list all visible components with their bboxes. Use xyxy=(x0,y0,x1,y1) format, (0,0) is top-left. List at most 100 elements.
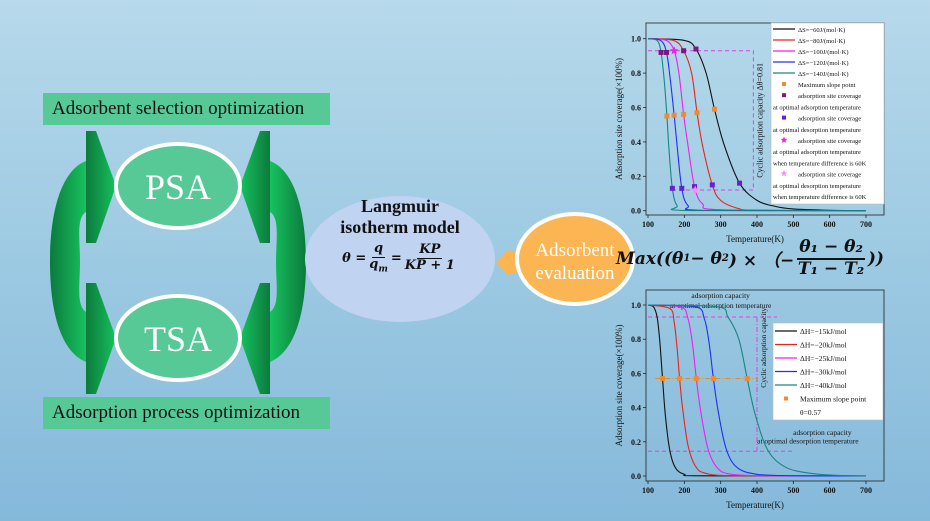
legend-square xyxy=(784,396,788,401)
y-tick-label: 1.0 xyxy=(631,301,641,310)
eq-frac-q: q qm xyxy=(369,241,388,275)
evaluation-node: Adsorbent evaluation xyxy=(515,212,635,306)
legend-label: ΔS=−80J/(mol·K) xyxy=(798,38,845,45)
y-tick-label: 0.4 xyxy=(631,404,641,413)
legend-square xyxy=(782,115,786,120)
legend-label: Maximum slope point xyxy=(800,395,867,404)
square-marker xyxy=(709,182,715,188)
eq-lhs: θ = xyxy=(342,250,367,266)
legend: ΔH=−15kJ/mol ΔH=−20kJ/mol ΔH=−25kJ/mol ΔH=−… xyxy=(772,322,884,421)
x-tick-label: 600 xyxy=(824,220,836,229)
legend-box xyxy=(770,22,885,205)
legend-label: ΔH=−30kJ/mol xyxy=(800,368,847,377)
legend-label: ΔH=−25kJ/mol xyxy=(800,354,847,363)
legend-label: ΔH=−15kJ/mol xyxy=(800,327,847,336)
legend-label: when temperature difference is 60K xyxy=(773,160,867,167)
square-marker xyxy=(693,46,699,52)
objective-formula: Max((θ 1 − θ 2) × （− θ₁ − θ₂ T₁ − T₂ )) xyxy=(616,237,884,279)
y-tick-label: 0.0 xyxy=(631,207,641,216)
adsorbent-selection-text: Adsorbent selection optimization xyxy=(52,98,305,119)
legend-label: Maximum slope point xyxy=(798,82,856,89)
y-tick-label: 0.8 xyxy=(631,335,641,344)
square-marker xyxy=(744,376,750,382)
y-tick-label: 1.0 xyxy=(631,35,641,44)
legend-label: at optimal desorption temperature xyxy=(773,183,861,190)
y-tick-label: 0.2 xyxy=(631,438,641,447)
square-marker xyxy=(694,110,700,116)
obj-frac: θ₁ − θ₂ T₁ − T₂ xyxy=(797,237,865,279)
legend: ΔS=−60J/(mol·K) ΔS=−80J/(mol·K) ΔS=−100J/(… xyxy=(770,22,885,205)
tsa-node: TSA xyxy=(114,294,242,382)
series-line xyxy=(647,38,867,212)
y-tick-label: 0.2 xyxy=(631,172,641,181)
obj-num: θ₁ − θ₂ xyxy=(797,237,865,260)
eq-kp1: KP + 1 xyxy=(404,257,455,273)
legend-star xyxy=(780,170,788,177)
series-line xyxy=(647,304,867,477)
x-tick-label: 700 xyxy=(860,220,872,229)
legend-label: ΔS=−140J/(mol·K) xyxy=(798,71,849,78)
x-tick-label: 100 xyxy=(642,486,654,495)
square-marker xyxy=(681,48,687,54)
left-cycle-arrow-icon xyxy=(50,131,116,394)
star-marker xyxy=(690,185,700,194)
legend-label: adsorption site coverage xyxy=(798,93,861,100)
series-line xyxy=(647,304,867,477)
langmuir-node xyxy=(305,196,495,322)
annotation-des-cap: adsorption capacity xyxy=(793,428,852,437)
obj-prefix: Max((θ xyxy=(616,248,684,269)
legend-label: adsorption site coverage xyxy=(798,172,861,179)
x-tick-label: 400 xyxy=(751,486,763,495)
y-axis-label: Adsorption site coverage(×100%) xyxy=(614,58,624,180)
square-marker xyxy=(679,185,685,191)
eq-frac-kp: KP KP + 1 xyxy=(404,242,455,274)
obj-minus: − θ xyxy=(690,248,722,269)
x-tick-label: 700 xyxy=(860,486,872,495)
tsa-label: TSA xyxy=(144,319,212,359)
obj-den: T₁ − T₂ xyxy=(797,258,865,279)
legend-label: at optimal desorption temperature xyxy=(773,127,861,134)
x-axis-label: Temperature(K) xyxy=(726,234,784,244)
y-axis-label: Adsorption site coverage(×100%) xyxy=(614,324,624,446)
square-marker xyxy=(677,376,683,382)
adsorption-process-text: Adsorption process optimization xyxy=(52,402,301,423)
annotation-ads-cap: adsorption capacity xyxy=(691,291,750,300)
series-line xyxy=(647,304,867,477)
legend-label: ΔS=−120J/(mol·K) xyxy=(798,60,849,67)
plot-frame xyxy=(645,289,885,482)
legend-label: adsorption site coverage xyxy=(798,116,861,123)
legend-label: ΔS=−60J/(mol·K) xyxy=(798,27,845,34)
arrow-left-icon xyxy=(496,250,518,275)
legend-label: at optimal adsorption temperature xyxy=(773,104,861,111)
square-marker xyxy=(671,112,677,118)
series-line xyxy=(647,38,867,212)
legend-square xyxy=(782,93,786,98)
legend-label: when temperature difference is 60K xyxy=(773,194,867,201)
adsorbent-selection-label: Adsorbent selection optimization xyxy=(43,93,330,125)
eq-equals: = xyxy=(390,250,402,266)
legend-label: ΔH=−40kJ/mol xyxy=(800,381,847,390)
square-marker xyxy=(664,49,670,55)
psa-label: PSA xyxy=(145,167,211,207)
eq-kp: KP xyxy=(417,242,443,259)
x-tick-label: 600 xyxy=(824,486,836,495)
evaluation-line2: evaluation xyxy=(535,263,615,284)
obj-suffix: )) xyxy=(867,248,884,269)
legend-label: ΔH=−20kJ/mol xyxy=(800,341,847,350)
square-marker xyxy=(681,111,687,117)
x-tick-label: 500 xyxy=(787,220,799,229)
eq-qm-sub: m xyxy=(378,264,388,275)
langmuir-text: Langmuir isotherm model θ = q qm = KP KP +… xyxy=(305,196,495,275)
square-marker xyxy=(711,106,717,112)
legend-label: adsorption site coverage xyxy=(798,138,861,145)
cyclic-capacity-guide xyxy=(648,50,754,191)
square-marker xyxy=(693,376,699,382)
obj-sub2: 2 xyxy=(721,253,729,265)
cyclic-capacity-label: Cyclic adsorption capacity xyxy=(759,308,768,388)
x-tick-label: 300 xyxy=(715,486,727,495)
legend-theta: θ=0.57 xyxy=(800,408,821,417)
series-line xyxy=(647,304,867,477)
square-marker xyxy=(658,49,664,55)
x-tick-label: 400 xyxy=(751,220,763,229)
